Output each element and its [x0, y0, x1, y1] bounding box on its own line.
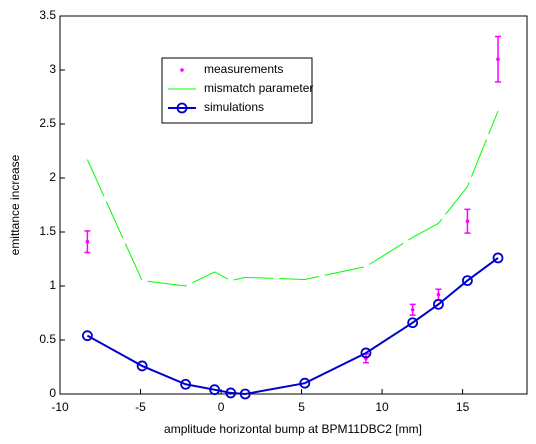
y-tick-label: 1.5 [39, 224, 56, 238]
measurement-point [436, 292, 441, 297]
line [86, 110, 499, 287]
marker [407, 317, 419, 329]
y-axis-label: emittance increase [8, 154, 22, 255]
y-tick-label: 1 [49, 278, 56, 292]
x-tick-label: -10 [51, 400, 69, 414]
y-tick-label: 3 [49, 62, 56, 76]
legend-label: measurements [204, 62, 283, 76]
x-tick-label: 10 [375, 400, 389, 414]
y-tick-label: 0 [49, 386, 56, 400]
measurement-point [85, 239, 90, 244]
line [86, 257, 499, 396]
y-tick-label: 2.5 [39, 116, 56, 130]
legend-label: simulations [204, 100, 264, 114]
legend-swatch [176, 102, 188, 114]
marker [136, 360, 148, 372]
marker [299, 377, 311, 389]
y-tick-label: 2 [49, 170, 56, 184]
x-tick-label: 5 [298, 400, 305, 414]
y-tick-label: 3.5 [39, 8, 56, 22]
y-tick-label: 0.5 [39, 332, 56, 346]
marker [360, 347, 372, 359]
marker [225, 387, 237, 399]
legend-box [161, 57, 313, 124]
legend-swatch [180, 68, 184, 72]
marker [180, 378, 192, 390]
x-tick-label: 0 [218, 400, 225, 414]
marker [492, 252, 504, 264]
x-tick-label: -5 [135, 400, 146, 414]
marker [209, 384, 220, 396]
marker [239, 388, 251, 400]
legend-label: mismatch parameter [204, 81, 313, 95]
marker [462, 275, 473, 287]
x-tick-label: 15 [456, 400, 470, 414]
measurement-point [465, 219, 470, 223]
measurement-point [410, 307, 415, 312]
marker [433, 298, 444, 310]
marker [81, 330, 93, 342]
measurement-point [496, 57, 500, 61]
x-axis-label: amplitude horizontal bump at BPM11DBC2 [… [164, 422, 422, 436]
